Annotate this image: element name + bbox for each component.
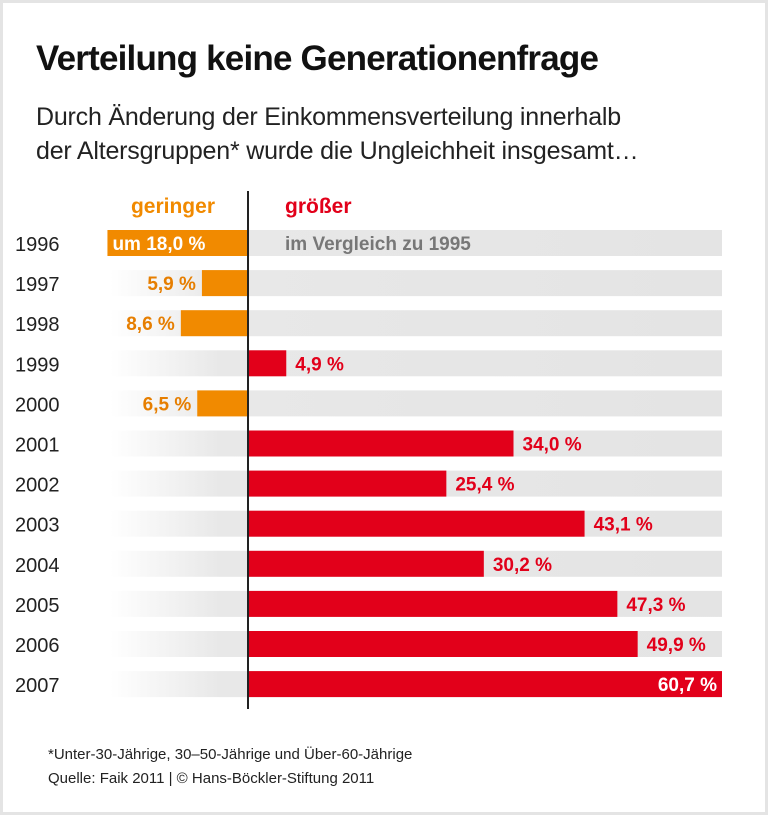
chart-subtitle-line-1: Durch Änderung der Einkommensverteilung …	[36, 103, 621, 131]
bar	[197, 390, 248, 417]
reference-note: im Vergleich zu 1995	[285, 234, 471, 255]
bar	[248, 430, 514, 457]
source-note: Quelle: Faik 2011 | © Hans-Böckler-Stift…	[48, 770, 375, 787]
bar	[248, 671, 722, 698]
data-label: 60,7 %	[658, 675, 717, 696]
bar	[248, 631, 638, 657]
category-label: 1997	[15, 274, 60, 296]
data-label: 4,9 %	[295, 354, 344, 375]
chart-subtitle-line-2: der Altersgruppen* wurde die Ungleichhei…	[36, 137, 639, 165]
category-label: 1999	[15, 354, 60, 376]
category-label: 2007	[15, 675, 60, 697]
data-label: 25,4 %	[455, 475, 514, 496]
data-label: um 18,0 %	[112, 234, 205, 255]
category-label: 1996	[15, 234, 60, 256]
bar	[107, 230, 248, 256]
row-background	[110, 270, 722, 297]
data-label: 43,1 %	[594, 515, 653, 536]
data-label: 6,5 %	[143, 394, 192, 415]
bar	[248, 470, 447, 497]
data-label: 49,9 %	[647, 635, 706, 656]
positive-side-label: größer	[285, 195, 352, 218]
category-label: 2002	[15, 475, 60, 497]
data-label: 34,0 %	[523, 435, 582, 456]
negative-side-label: geringer	[131, 195, 215, 218]
category-label: 2004	[15, 555, 60, 577]
data-label: 5,9 %	[147, 274, 196, 295]
row-background	[110, 350, 722, 377]
footnote: *Unter-30-Jährige, 30–50-Jährige und Übe…	[48, 746, 413, 763]
category-label: 2003	[15, 515, 60, 537]
bar	[248, 590, 618, 617]
category-label: 2000	[15, 394, 60, 416]
bar	[248, 510, 585, 537]
bar	[201, 270, 248, 297]
bar	[248, 350, 287, 377]
data-label: 47,3 %	[626, 595, 685, 616]
bar	[180, 310, 248, 337]
bar	[248, 550, 484, 577]
category-label: 2006	[15, 635, 60, 657]
category-label: 2001	[15, 435, 60, 457]
category-label: 1998	[15, 314, 60, 336]
bar-chart: 1996 um 18,0 % im Vergleich zu 1995 1997 5,9…	[15, 191, 722, 709]
category-label: 2005	[15, 595, 60, 617]
chart-title: Verteilung keine Generationenfrage	[36, 39, 599, 78]
data-label: 8,6 %	[126, 314, 175, 335]
data-label: 30,2 %	[493, 555, 552, 576]
